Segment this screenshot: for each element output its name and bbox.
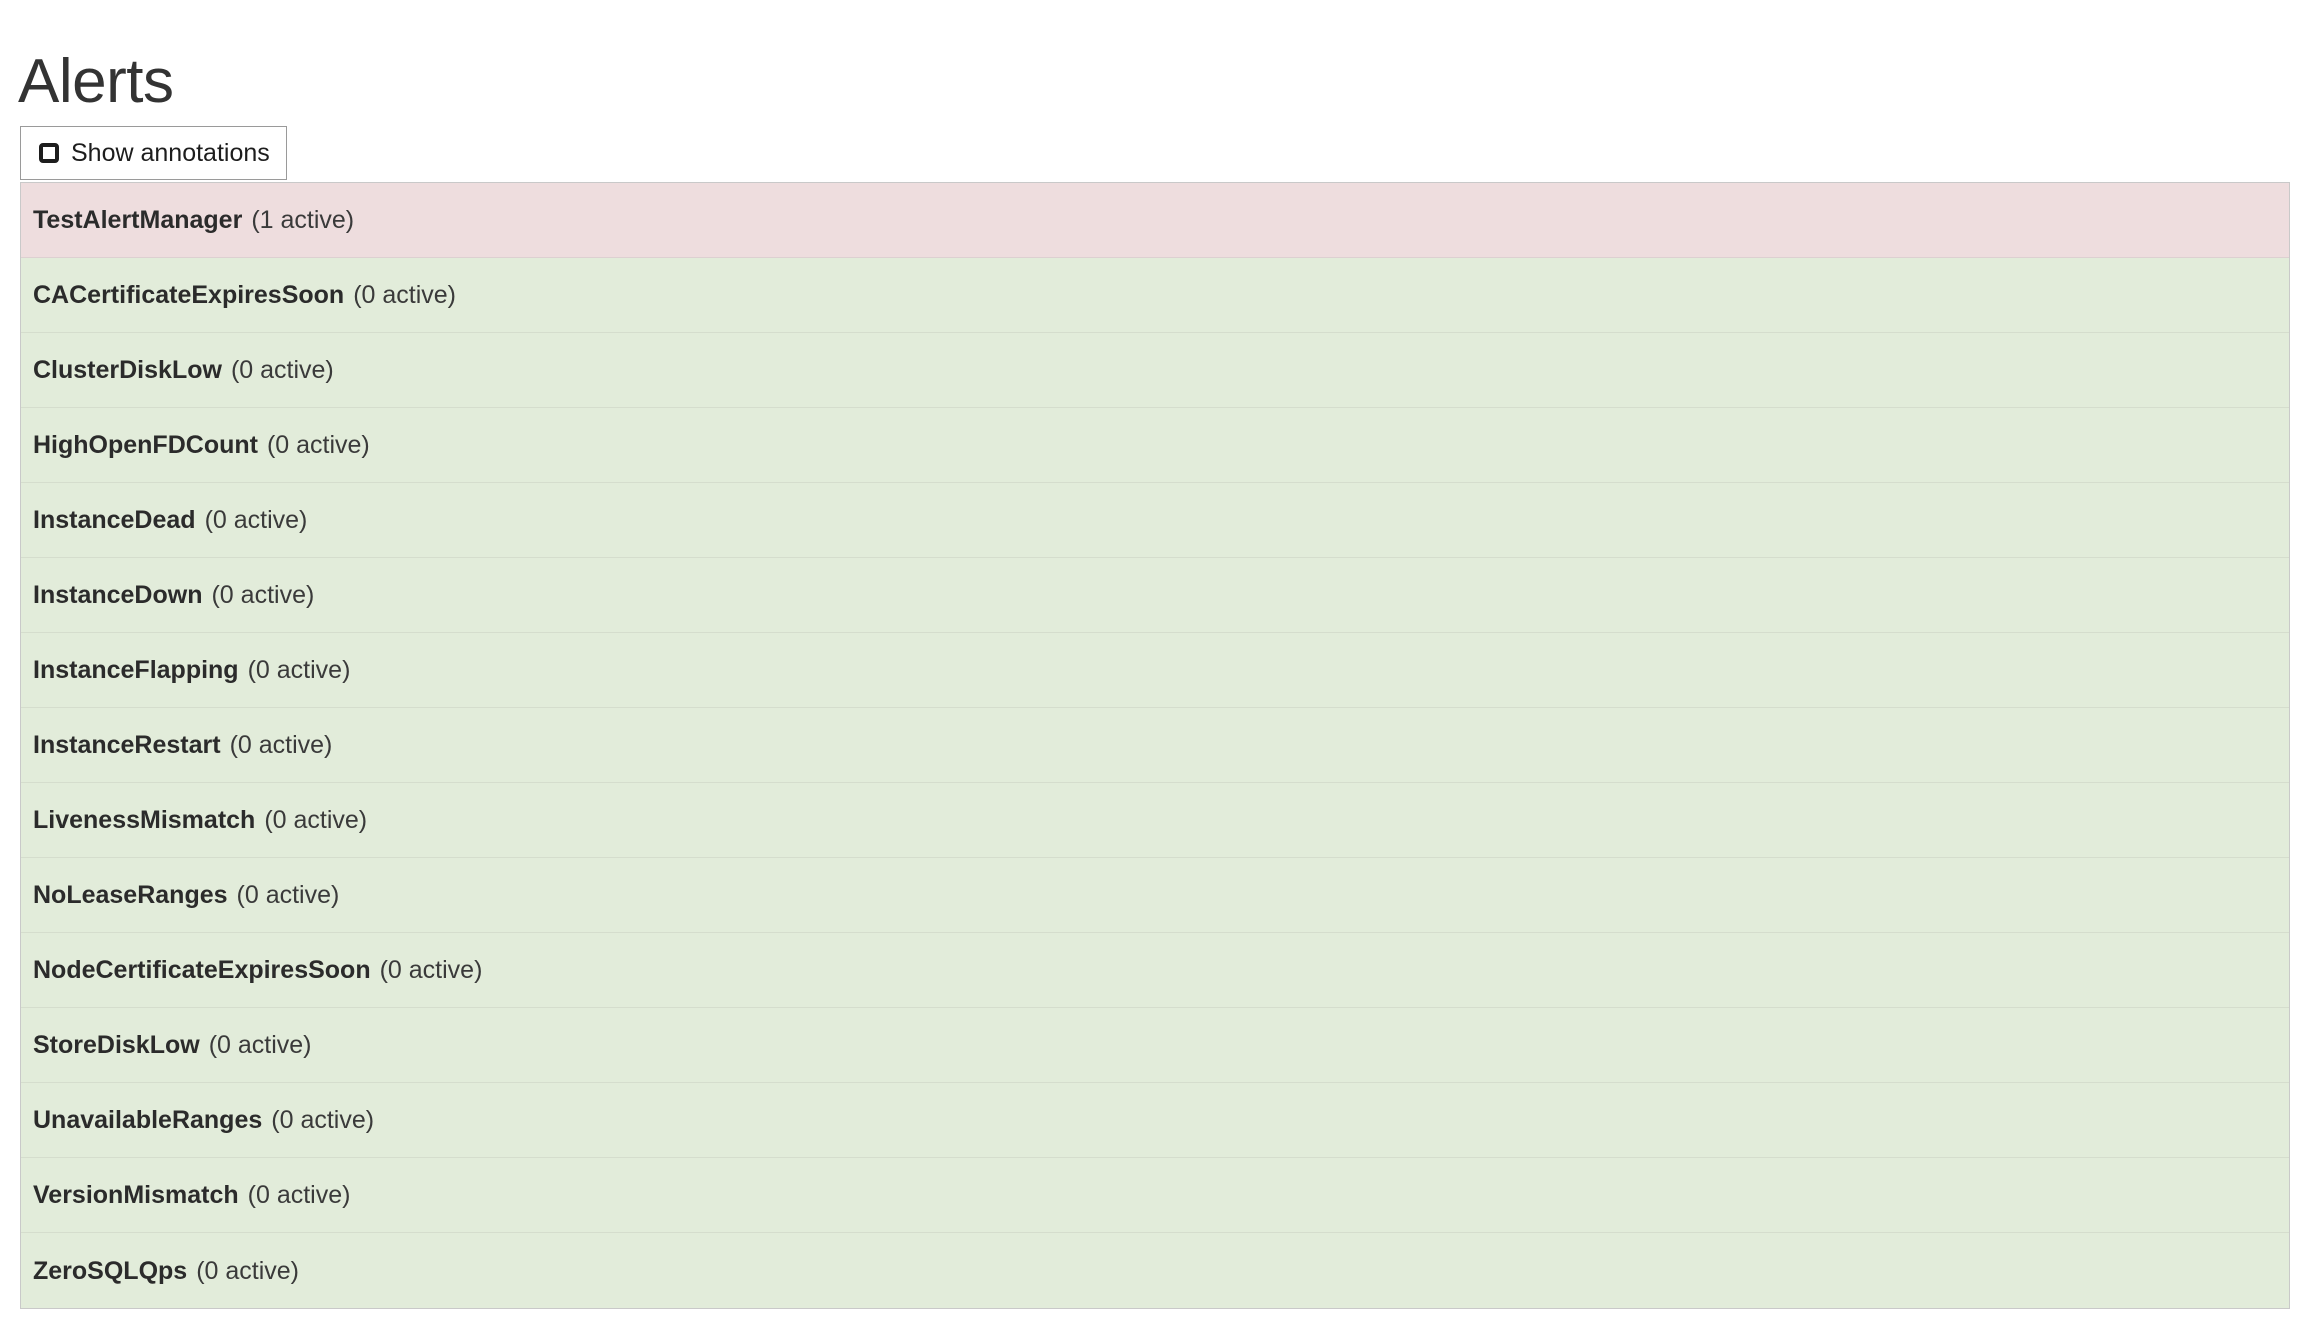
alert-name: InstanceDown <box>33 581 203 609</box>
alert-row[interactable]: HighOpenFDCount (0 active) <box>21 408 2289 483</box>
alert-active-count: (0 active) <box>271 1106 375 1134</box>
alert-name: LivenessMismatch <box>33 806 256 834</box>
alert-name: NoLeaseRanges <box>33 881 228 909</box>
alert-name: UnavailableRanges <box>33 1106 263 1134</box>
alert-name: ClusterDiskLow <box>33 356 222 384</box>
alert-active-count: (0 active) <box>204 506 308 534</box>
alert-active-count: (0 active) <box>236 881 340 909</box>
alert-row[interactable]: InstanceFlapping (0 active) <box>21 633 2289 708</box>
show-annotations-button[interactable]: Show annotations <box>20 126 287 180</box>
alert-row[interactable]: UnavailableRanges (0 active) <box>21 1083 2289 1158</box>
alert-row[interactable]: InstanceDead (0 active) <box>21 483 2289 558</box>
alerts-table: TestAlertManager (1 active) CACertificateE… <box>20 182 2290 1309</box>
alert-active-count: (0 active) <box>353 281 457 309</box>
alert-active-count: (0 active) <box>230 356 334 384</box>
alert-row[interactable]: NoLeaseRanges (0 active) <box>21 858 2289 933</box>
alert-row[interactable]: ClusterDiskLow (0 active) <box>21 333 2289 408</box>
show-annotations-label: Show annotations <box>71 139 270 167</box>
alert-name: ZeroSQLQps <box>33 1256 188 1285</box>
alert-name: HighOpenFDCount <box>33 431 258 459</box>
alert-name: VersionMismatch <box>33 1181 239 1209</box>
alert-row[interactable]: CACertificateExpiresSoon (0 active) <box>21 258 2289 333</box>
alert-active-count: (0 active) <box>266 431 370 459</box>
alert-row[interactable]: ZeroSQLQps (0 active) <box>21 1233 2289 1308</box>
alert-name: StoreDiskLow <box>33 1031 200 1059</box>
alert-active-count: (0 active) <box>264 806 368 834</box>
alert-active-count: (0 active) <box>229 731 333 759</box>
alert-row[interactable]: TestAlertManager (1 active) <box>21 183 2289 258</box>
alert-active-count: (0 active) <box>208 1031 312 1059</box>
alert-name: CACertificateExpiresSoon <box>33 281 345 309</box>
alert-name: TestAlertManager <box>33 206 243 234</box>
alert-row[interactable]: NodeCertificateExpiresSoon (0 active) <box>21 933 2289 1008</box>
alert-row[interactable]: InstanceDown (0 active) <box>21 558 2289 633</box>
alert-name: InstanceFlapping <box>33 656 239 684</box>
alert-name: InstanceRestart <box>33 731 221 759</box>
alert-name: InstanceDead <box>33 506 196 534</box>
alert-active-count: (0 active) <box>379 956 483 984</box>
alert-active-count: (0 active) <box>247 656 351 684</box>
alert-active-count: (0 active) <box>211 581 315 609</box>
alert-name: NodeCertificateExpiresSoon <box>33 956 371 984</box>
alert-active-count: (0 active) <box>196 1256 299 1285</box>
alert-active-count: (1 active) <box>251 206 355 234</box>
alert-row[interactable]: LivenessMismatch (0 active) <box>21 783 2289 858</box>
alert-row[interactable]: StoreDiskLow (0 active) <box>21 1008 2289 1083</box>
checkbox-unchecked-icon[interactable] <box>39 143 59 163</box>
page-title: Alerts <box>18 46 174 116</box>
alert-active-count: (0 active) <box>247 1181 351 1209</box>
alert-row[interactable]: InstanceRestart (0 active) <box>21 708 2289 783</box>
alert-row[interactable]: VersionMismatch (0 active) <box>21 1158 2289 1233</box>
